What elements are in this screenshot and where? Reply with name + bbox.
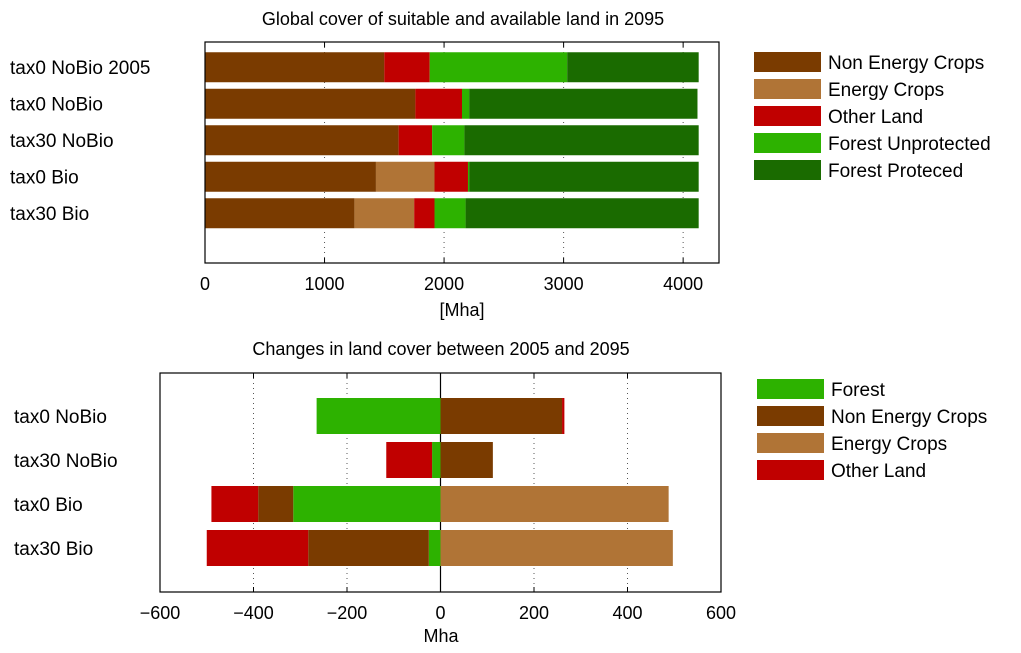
top-bar-segment — [434, 161, 468, 192]
bottom-category-label: tax30 Bio — [14, 539, 93, 560]
top-chart-title: Global cover of suitable and available l… — [262, 9, 664, 29]
top-bar-segment — [354, 198, 415, 229]
top-legend-swatch — [754, 79, 821, 99]
bottom-category-label: tax30 NoBio — [14, 451, 118, 472]
top-legend-label: Non Energy Crops — [828, 53, 984, 74]
top-bar-segment — [464, 125, 699, 156]
top-bar-segment — [429, 52, 568, 83]
top-bar-segment — [375, 161, 435, 192]
bottom-bar-segment — [386, 442, 433, 478]
top-bar-segment — [205, 161, 376, 192]
bottom-bar-segment — [440, 398, 563, 434]
top-legend-label: Other Land — [828, 107, 923, 128]
top-category-label: tax0 NoBio — [10, 95, 103, 116]
top-category-labels: tax0 NoBio 2005 tax0 NoBio tax30 NoBio tax0… — [10, 58, 151, 225]
bottom-legend-label: Energy Crops — [831, 434, 947, 455]
top-bar-segment — [398, 125, 433, 156]
bottom-xtick-label: 0 — [435, 603, 445, 623]
bottom-legend-label: Other Land — [831, 461, 926, 482]
bottom-category-labels: tax0 NoBio tax30 NoBio tax0 Bio tax30 Bio — [14, 407, 118, 560]
top-bar-segment — [432, 125, 465, 156]
top-category-label: tax0 Bio — [10, 168, 79, 189]
bottom-legend-swatch — [757, 379, 824, 399]
bottom-bar-segment — [316, 398, 441, 434]
bottom-xtick-label: 200 — [519, 603, 549, 623]
top-bar-segment — [384, 52, 430, 83]
top-bar-segment — [465, 198, 699, 229]
bottom-bar-segment — [440, 442, 493, 478]
top-legend: Non Energy Crops Energy Crops Other Land Fo… — [754, 52, 991, 182]
bottom-bar-segment — [258, 486, 294, 522]
bottom-bar-segment — [308, 530, 429, 566]
bottom-bar-segment — [440, 486, 669, 522]
bottom-bar-segment — [440, 530, 673, 566]
top-legend-label: Forest Unprotected — [828, 134, 991, 155]
bottom-xtick-label: −400 — [233, 603, 274, 623]
bottom-xtick-label: −200 — [327, 603, 368, 623]
top-legend-swatch — [754, 160, 821, 180]
bottom-chart: Changes in land cover between 2005 and 2… — [14, 339, 987, 646]
top-bar-segment — [205, 88, 416, 119]
top-xticks: 0 1000 2000 3000 4000 — [200, 42, 703, 294]
top-xtick-label: 1000 — [305, 274, 345, 294]
top-bar-segment — [205, 198, 355, 229]
bottom-chart-title: Changes in land cover between 2005 and 2… — [252, 339, 629, 359]
top-category-label: tax30 NoBio — [10, 131, 114, 152]
top-legend-swatch — [754, 106, 821, 126]
bottom-xtick-label: 400 — [612, 603, 642, 623]
bottom-bar-segment — [432, 442, 441, 478]
bottom-bar-segment — [293, 486, 441, 522]
top-bar-segment — [414, 198, 435, 229]
bottom-legend-label: Forest — [831, 380, 886, 401]
bottom-bar-segment — [206, 530, 309, 566]
top-bar-segment — [469, 88, 698, 119]
top-bar-segment — [467, 161, 470, 192]
top-plot-frame — [204, 41, 720, 264]
top-bar-segment — [434, 198, 466, 229]
top-xtick-label: 0 — [200, 274, 210, 294]
bottom-bars — [206, 398, 673, 566]
top-x-axis-label: [Mha] — [439, 300, 484, 320]
bottom-legend: Forest Non Energy Crops Energy Crops Other … — [757, 379, 987, 482]
bottom-x-axis-label: Mha — [423, 626, 459, 646]
bottom-legend-label: Non Energy Crops — [831, 407, 987, 428]
top-bars — [205, 52, 699, 229]
top-bar-segment — [205, 125, 399, 156]
top-legend-swatch — [754, 133, 821, 153]
top-chart: Global cover of suitable and available l… — [10, 9, 991, 320]
bottom-xticks: −600 −400 −200 0 200 400 600 — [140, 373, 736, 623]
top-category-label: tax30 Bio — [10, 204, 89, 225]
bottom-category-label: tax0 NoBio — [14, 407, 107, 428]
top-bar-segment — [567, 52, 699, 83]
bottom-legend-swatch — [757, 433, 824, 453]
bottom-bar-segment — [562, 398, 565, 434]
top-bar-segment — [469, 161, 699, 192]
bottom-xtick-label: 600 — [706, 603, 736, 623]
bottom-legend-swatch — [757, 406, 824, 426]
bottom-category-label: tax0 Bio — [14, 495, 83, 516]
top-xtick-label: 3000 — [544, 274, 584, 294]
top-legend-swatch — [754, 52, 821, 72]
bottom-legend-swatch — [757, 460, 824, 480]
bottom-xtick-label: −600 — [140, 603, 181, 623]
top-bar-segment — [462, 88, 470, 119]
top-legend-label: Forest Proteced — [828, 161, 963, 182]
top-legend-label: Energy Crops — [828, 80, 944, 101]
top-category-label: tax0 NoBio 2005 — [10, 58, 151, 79]
top-xtick-label: 4000 — [663, 274, 703, 294]
top-xtick-label: 2000 — [424, 274, 464, 294]
bottom-bar-segment — [428, 530, 441, 566]
bottom-bar-segment — [211, 486, 259, 522]
top-bar-segment — [205, 52, 385, 83]
top-bar-segment — [415, 88, 462, 119]
